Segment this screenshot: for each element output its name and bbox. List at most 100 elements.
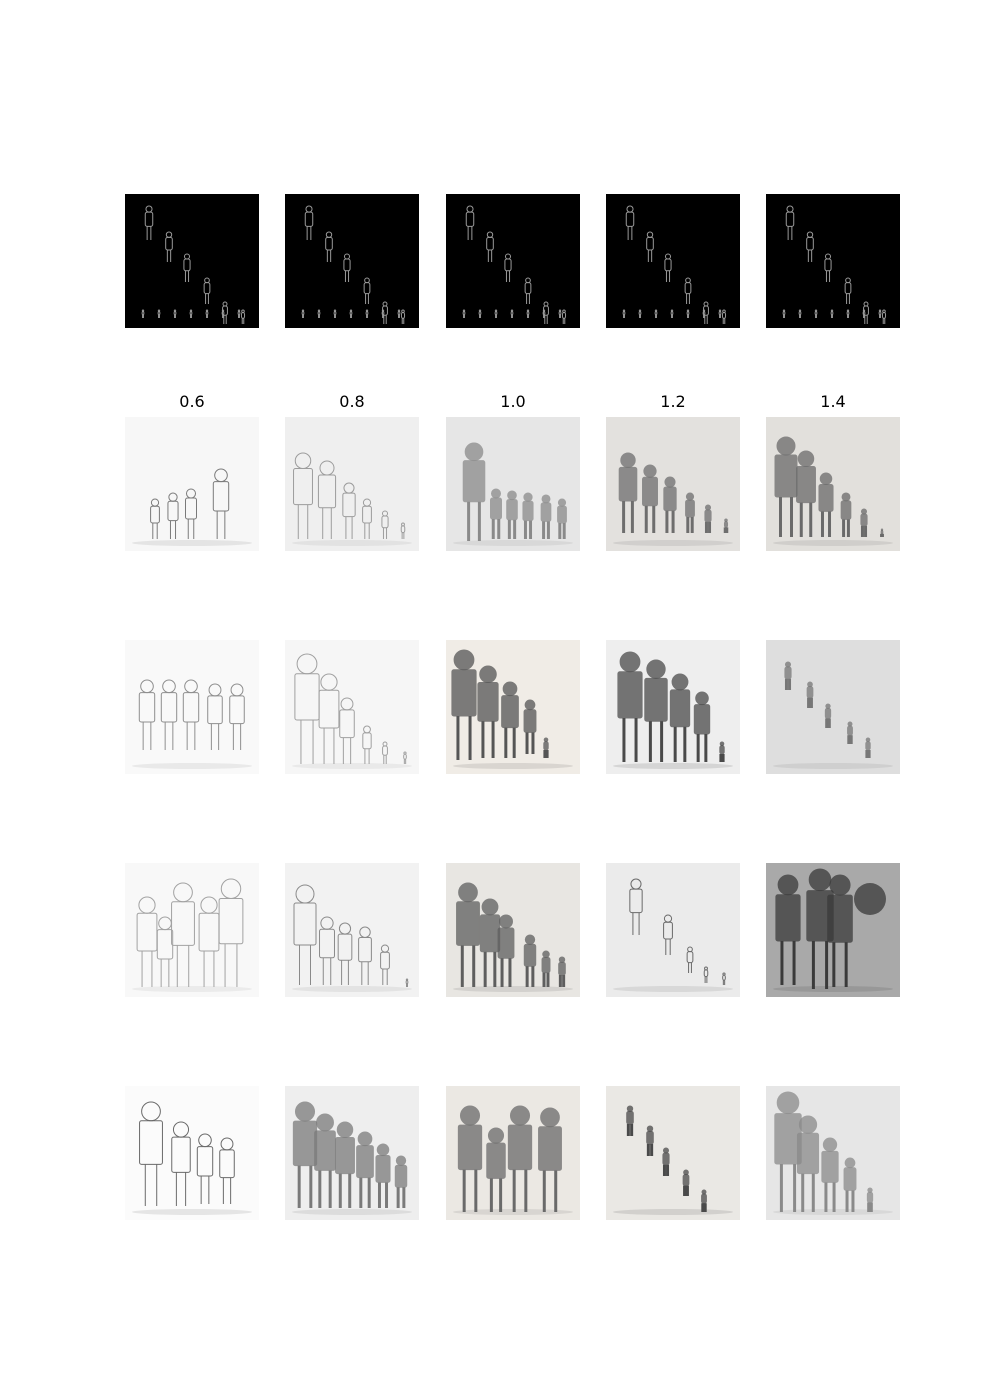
figure-person (663, 476, 677, 533)
figure-person (462, 309, 466, 318)
figure-person (814, 309, 818, 318)
figure-person (663, 914, 673, 955)
figure-person (669, 673, 691, 762)
figure-person (830, 309, 834, 318)
dark-orb (854, 883, 886, 915)
figure-person (397, 309, 401, 318)
figure-person (701, 1189, 707, 1212)
figure-person (821, 1137, 839, 1212)
figure-person (171, 1121, 191, 1206)
figure-person (865, 737, 871, 758)
condition-edge-map (285, 194, 419, 328)
figure-person (642, 464, 658, 533)
figure-person (846, 309, 850, 318)
figure-person (775, 874, 801, 985)
figure-person (196, 1133, 214, 1204)
generated-sample-image (125, 640, 259, 774)
figure-person (644, 659, 668, 762)
figure-person (543, 301, 549, 324)
figure-person (664, 253, 672, 282)
figure-person (501, 681, 519, 758)
figure-person (333, 309, 337, 318)
figure-person (685, 492, 695, 533)
figure-person (319, 916, 335, 985)
figure-person (138, 679, 156, 750)
figure-person (543, 737, 549, 758)
figure-person (646, 231, 654, 262)
figure-person (880, 528, 884, 537)
column-label: 0.6 (179, 392, 205, 411)
generated-sample-image (285, 1086, 419, 1220)
figure-person (558, 309, 562, 318)
figure-person (718, 309, 722, 318)
figure-person (818, 472, 834, 537)
figure-person (365, 309, 369, 318)
figure-person (540, 494, 552, 539)
figure-person (335, 1121, 355, 1208)
generated-sample-image (606, 1086, 740, 1220)
figure-person (222, 301, 228, 324)
figure-person (479, 898, 501, 987)
figure-person (774, 1091, 802, 1212)
figure-person (721, 309, 727, 324)
figure-person (486, 231, 494, 262)
figure-person (325, 231, 333, 262)
figure-person (806, 231, 814, 262)
figure-person (349, 309, 353, 318)
figure-person (524, 277, 532, 304)
figure-person (141, 309, 145, 318)
figure-person (294, 653, 320, 764)
figure-person (477, 665, 499, 758)
figure-person (557, 498, 567, 539)
figure-person (878, 309, 882, 318)
figure-person (403, 751, 407, 764)
figure-person (538, 1107, 562, 1212)
figure-person (292, 1101, 318, 1208)
figure-person (702, 309, 706, 318)
column-label: 1.2 (660, 392, 686, 411)
figure-person (380, 944, 390, 985)
generated-sample-image (446, 863, 580, 997)
figure-person (139, 1101, 163, 1206)
figure-person (183, 253, 191, 282)
figure-person (317, 460, 337, 539)
figure-person (798, 309, 802, 318)
figure-person (796, 450, 816, 537)
figure-person (171, 882, 195, 987)
column-label: 0.8 (339, 392, 365, 411)
figure-person (843, 1157, 857, 1212)
generated-sample-image (446, 640, 580, 774)
generated-sample-image (766, 417, 900, 551)
generated-sample-image (285, 863, 419, 997)
figure-person (363, 277, 371, 304)
figure-person (840, 492, 852, 537)
figure-person (362, 498, 372, 539)
figure-person (506, 490, 518, 539)
figure-person (382, 301, 388, 324)
figure-person (523, 699, 537, 754)
figure-person (654, 309, 658, 318)
condition-edge-map (766, 194, 900, 328)
figure-person (203, 277, 211, 304)
figure-person (456, 882, 480, 987)
figure-person (703, 966, 709, 983)
figure-person (342, 482, 356, 539)
figure-person (237, 309, 241, 318)
figure-person (136, 896, 158, 987)
figure-person (522, 492, 534, 539)
figure-person (638, 309, 642, 318)
figure-person (881, 309, 887, 324)
figure-person (381, 510, 389, 539)
figure-person (863, 301, 869, 324)
figure-person (478, 309, 482, 318)
figure-person (462, 442, 486, 541)
figure-person (622, 309, 626, 318)
figure-person (558, 956, 566, 987)
figure-person (304, 205, 314, 240)
figure-person (629, 878, 643, 935)
figure-person (561, 309, 567, 324)
figure-person (670, 309, 674, 318)
figure-person (150, 498, 160, 539)
figure-person (784, 661, 792, 690)
figure-person (824, 703, 832, 728)
